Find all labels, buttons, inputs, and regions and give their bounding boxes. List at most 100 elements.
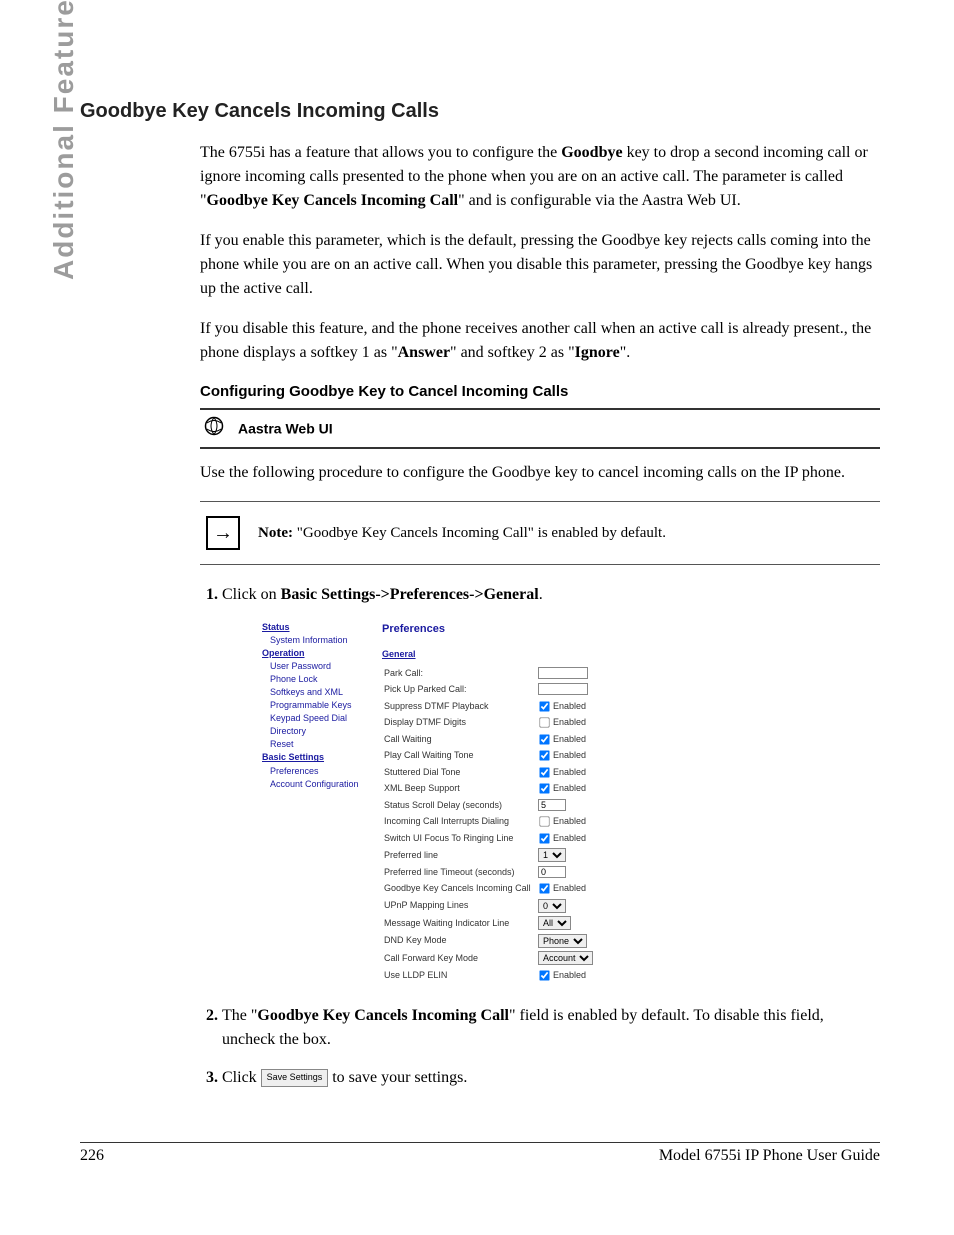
- pref-checkbox-label: Enabled: [553, 767, 586, 777]
- nav-category[interactable]: Operation: [262, 647, 372, 660]
- pref-checkbox[interactable]: [539, 717, 549, 727]
- save-settings-button[interactable]: Save Settings: [261, 1069, 329, 1087]
- pref-checkbox[interactable]: [539, 767, 549, 777]
- pref-select[interactable]: Phone: [538, 934, 587, 948]
- pref-checkbox[interactable]: [539, 970, 549, 980]
- screenshot-title: Preferences: [382, 621, 690, 638]
- pref-control-cell: 0: [536, 897, 690, 915]
- globe-icon: [204, 416, 224, 441]
- pref-row: Status Scroll Delay (seconds): [382, 797, 690, 814]
- pref-row: Pick Up Parked Call:: [382, 682, 690, 699]
- pref-row: DND Key ModePhone: [382, 932, 690, 950]
- pref-label: Use LLDP ELIN: [382, 967, 536, 984]
- pref-input[interactable]: [538, 866, 566, 878]
- pref-input[interactable]: [538, 667, 588, 679]
- pref-checkbox[interactable]: [539, 883, 549, 893]
- steps-list: Click on Basic Settings->Preferences->Ge…: [200, 583, 880, 1090]
- pref-label: DND Key Mode: [382, 932, 536, 950]
- page-number: 226: [80, 1147, 104, 1165]
- paragraph-3: If you disable this feature, and the pho…: [200, 317, 880, 365]
- pref-control-cell: [536, 864, 690, 881]
- pref-label: Preferred line: [382, 847, 536, 865]
- pref-label: Call Forward Key Mode: [382, 950, 536, 968]
- pref-row: Goodbye Key Cancels Incoming Call Enabled: [382, 881, 690, 898]
- pref-control-cell: Enabled: [536, 881, 690, 898]
- pref-checkbox[interactable]: [539, 816, 549, 826]
- pref-input[interactable]: [538, 799, 566, 811]
- nav-item[interactable]: Programmable Keys: [262, 699, 372, 712]
- pref-select[interactable]: Account: [538, 951, 593, 965]
- section-side-label: Additional Features: [48, 0, 80, 280]
- note-text: Note: "Goodbye Key Cancels Incoming Call…: [258, 525, 666, 542]
- pref-label: Switch UI Focus To Ringing Line: [382, 830, 536, 847]
- note-block: → Note: "Goodbye Key Cancels Incoming Ca…: [200, 501, 880, 565]
- pref-checkbox[interactable]: [539, 734, 549, 744]
- pref-control-cell: Account: [536, 950, 690, 968]
- pref-checkbox[interactable]: [539, 833, 549, 843]
- pref-label: Suppress DTMF Playback: [382, 698, 536, 715]
- web-ui-bar: Aastra Web UI: [200, 408, 880, 449]
- pref-checkbox-label: Enabled: [553, 717, 586, 727]
- page-content: Goodbye Key Cancels Incoming Calls The 6…: [80, 100, 880, 1104]
- pref-control-cell: [536, 682, 690, 699]
- pref-checkbox-label: Enabled: [553, 970, 586, 980]
- pref-select[interactable]: All: [538, 916, 571, 930]
- pref-row: Suppress DTMF Playback Enabled: [382, 698, 690, 715]
- pref-checkbox[interactable]: [539, 750, 549, 760]
- pref-label: Call Waiting: [382, 731, 536, 748]
- subheading: Configuring Goodbye Key to Cancel Incomi…: [200, 383, 880, 400]
- nav-item[interactable]: Reset: [262, 738, 372, 751]
- pref-row: Message Waiting Indicator LineAll: [382, 915, 690, 933]
- pref-select[interactable]: 0: [538, 899, 566, 913]
- pref-control-cell: Enabled: [536, 781, 690, 798]
- pref-checkbox[interactable]: [539, 701, 549, 711]
- pref-row: XML Beep SupportEnabled: [382, 781, 690, 798]
- nav-item[interactable]: Keypad Speed Dial: [262, 712, 372, 725]
- pref-row: Call WaitingEnabled: [382, 731, 690, 748]
- pref-row: Preferred line1: [382, 847, 690, 865]
- step-1: Click on Basic Settings->Preferences->Ge…: [222, 583, 880, 988]
- nav-item[interactable]: Directory: [262, 725, 372, 738]
- nav-category[interactable]: Status: [262, 621, 372, 634]
- pref-checkbox[interactable]: [539, 783, 549, 793]
- pref-control-cell: 1: [536, 847, 690, 865]
- pref-label: Pick Up Parked Call:: [382, 682, 536, 699]
- nav-category[interactable]: Basic Settings: [262, 751, 372, 764]
- pref-label: Display DTMF Digits: [382, 715, 536, 732]
- screenshot-main: Preferences General Park Call:Pick Up Pa…: [376, 617, 696, 988]
- pref-label: Goodbye Key Cancels Incoming Call: [382, 881, 536, 898]
- pref-control-cell: [536, 797, 690, 814]
- pref-row: UPnP Mapping Lines0: [382, 897, 690, 915]
- pref-select[interactable]: 1: [538, 848, 566, 862]
- pref-control-cell: Enabled: [536, 698, 690, 715]
- page-footer: 226 Model 6755i IP Phone User Guide: [80, 1142, 880, 1165]
- pref-checkbox-label: Enabled: [553, 750, 586, 760]
- nav-item[interactable]: Account Configuration: [262, 778, 372, 791]
- nav-item[interactable]: System Information: [262, 634, 372, 647]
- page-title: Goodbye Key Cancels Incoming Calls: [80, 100, 880, 123]
- pref-input[interactable]: [538, 683, 588, 695]
- nav-item[interactable]: Phone Lock: [262, 673, 372, 686]
- nav-item[interactable]: Softkeys and XML: [262, 686, 372, 699]
- arrow-icon: →: [206, 516, 240, 550]
- pref-label: Stuttered Dial Tone: [382, 764, 536, 781]
- prefs-table: Park Call:Pick Up Parked Call:Suppress D…: [382, 665, 690, 984]
- paragraph-1: The 6755i has a feature that allows you …: [200, 141, 880, 213]
- screenshot-nav: StatusSystem InformationOperationUser Pa…: [256, 617, 376, 988]
- pref-control-cell: All: [536, 915, 690, 933]
- pref-checkbox-label: Enabled: [553, 883, 586, 893]
- pref-label: UPnP Mapping Lines: [382, 897, 536, 915]
- pref-control-cell: Phone: [536, 932, 690, 950]
- pref-checkbox-label: Enabled: [553, 701, 586, 711]
- pref-checkbox-label: Enabled: [553, 816, 586, 826]
- pref-control-cell: Enabled: [536, 715, 690, 732]
- pref-control-cell: Enabled: [536, 830, 690, 847]
- pref-row: Incoming Call Interrupts DialingEnabled: [382, 814, 690, 831]
- nav-item[interactable]: Preferences: [262, 765, 372, 778]
- paragraph-4: Use the following procedure to configure…: [200, 461, 880, 485]
- nav-item[interactable]: User Password: [262, 660, 372, 673]
- screenshot-section: General: [382, 648, 690, 662]
- pref-control-cell: Enabled: [536, 814, 690, 831]
- preferences-screenshot: StatusSystem InformationOperationUser Pa…: [256, 617, 696, 988]
- pref-label: Message Waiting Indicator Line: [382, 915, 536, 933]
